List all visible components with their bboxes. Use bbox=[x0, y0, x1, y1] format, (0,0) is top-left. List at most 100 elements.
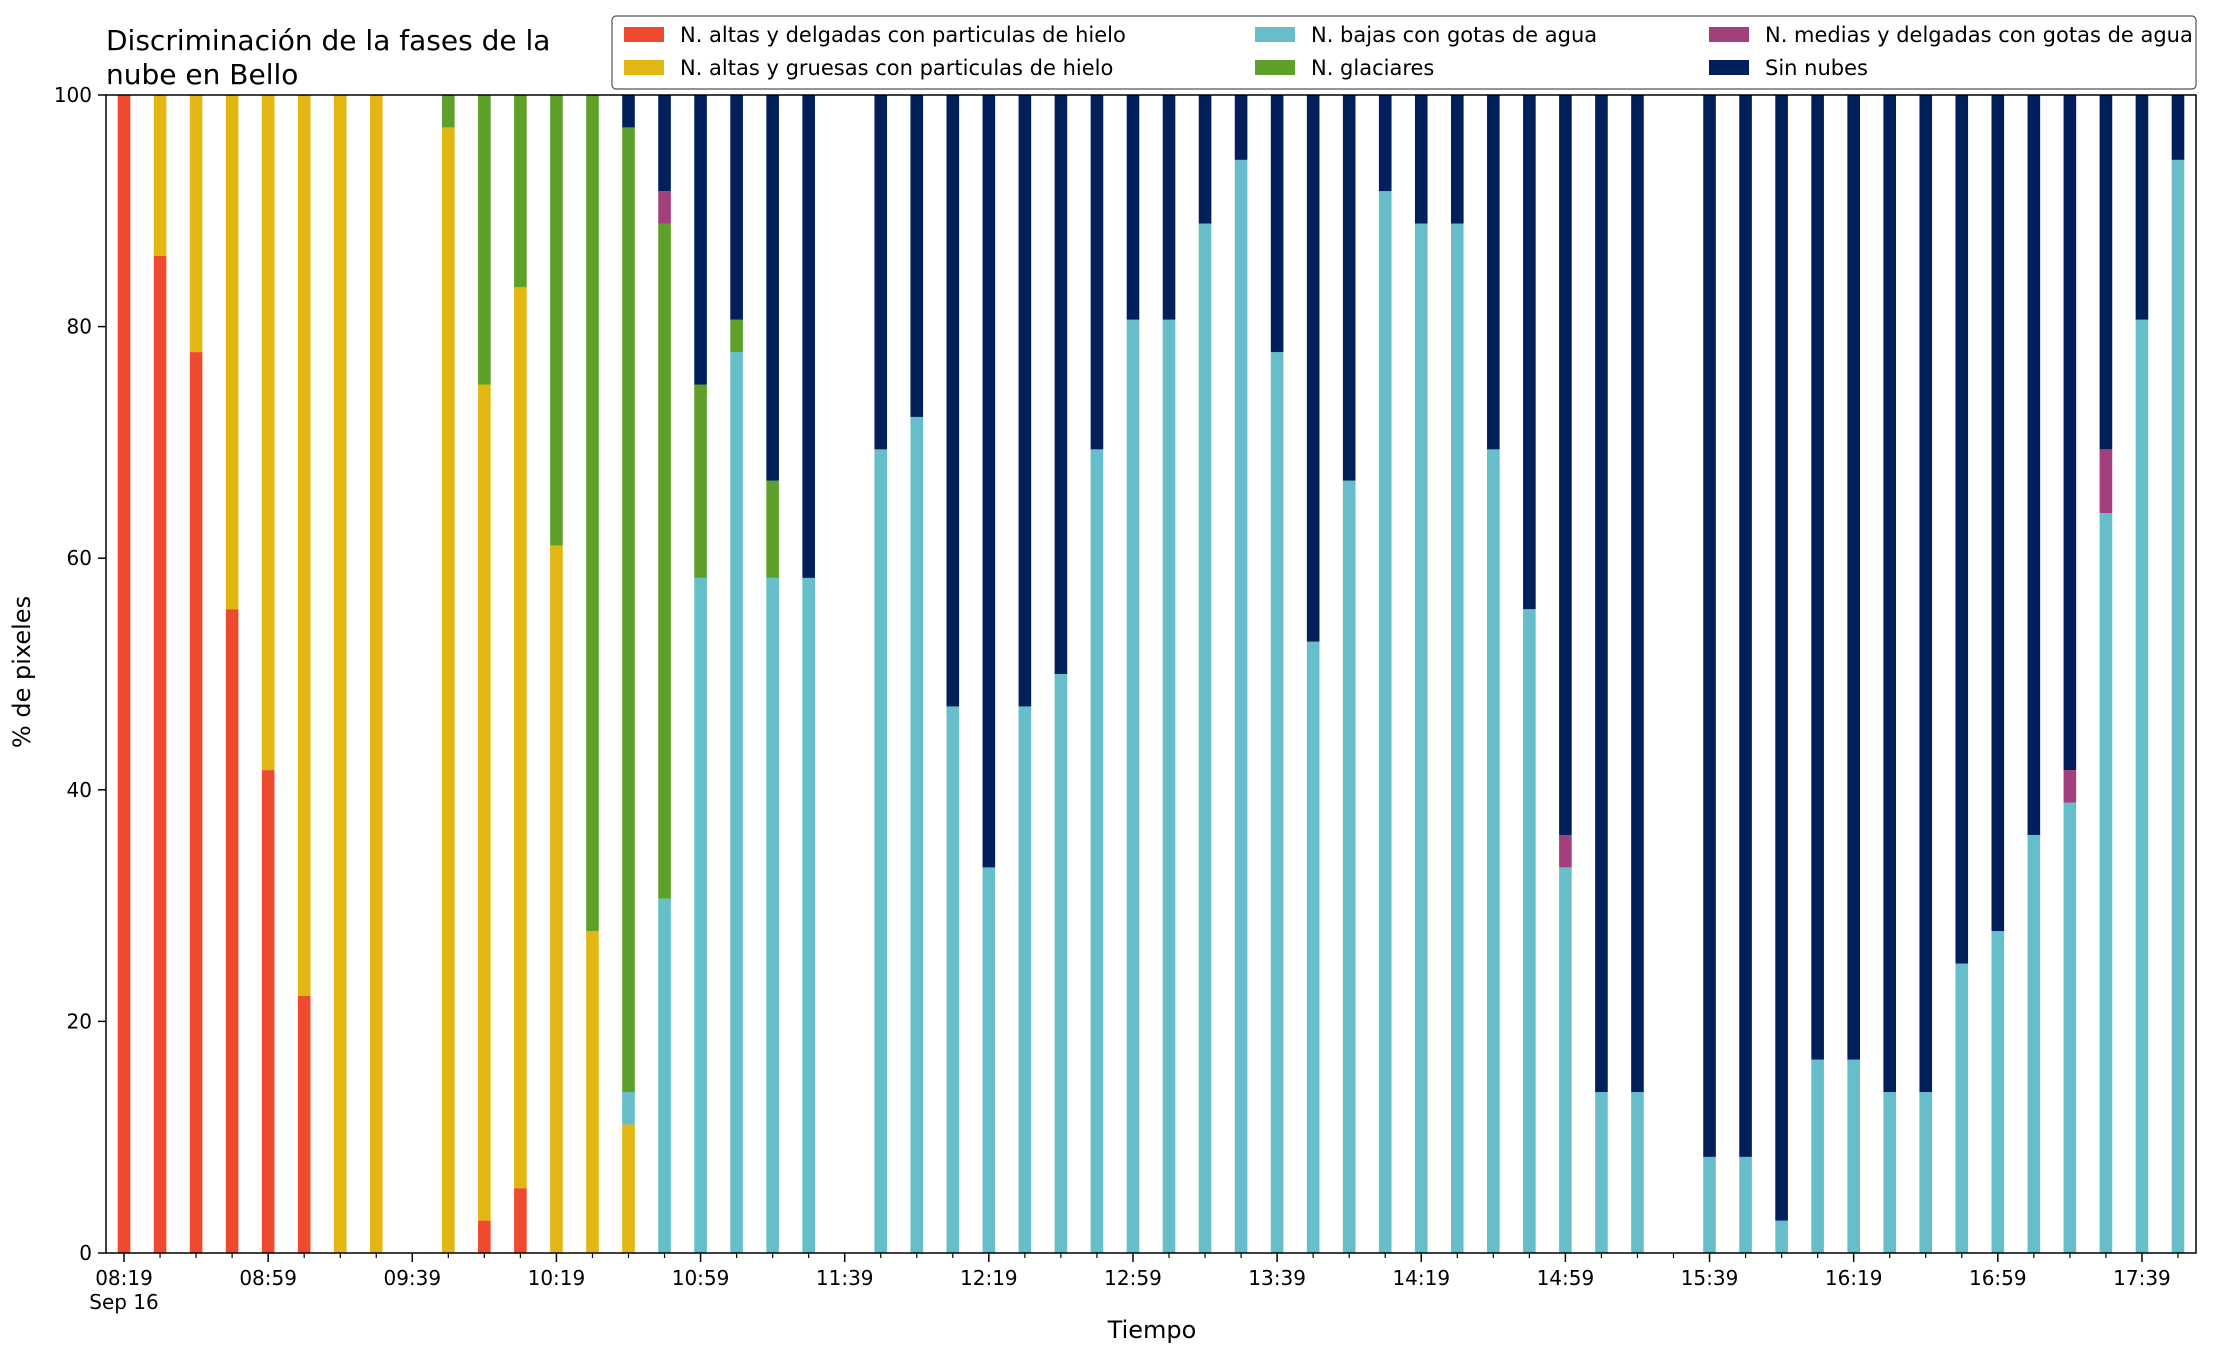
legend-box bbox=[611, 15, 2197, 90]
legend-swatch-glaciated bbox=[1255, 60, 1295, 75]
bar-segment-low_water-1259 bbox=[1126, 319, 1140, 1253]
x-tick-label-1219: 12:19 bbox=[960, 1266, 1018, 1290]
bar-segment-glaciated-0959 bbox=[478, 95, 491, 385]
bar-segment-clear-1039 bbox=[622, 95, 635, 128]
bar-segment-clear-1329 bbox=[1234, 95, 1248, 160]
bar-segment-clear-1709 bbox=[2027, 95, 2041, 835]
bar-segment-clear-1749 bbox=[2171, 95, 2185, 160]
bar-segment-clear-1239 bbox=[1054, 95, 1068, 674]
bar-segment-low_water-1049 bbox=[658, 898, 671, 1253]
bar-segment-clear-1319 bbox=[1198, 95, 1212, 224]
x-tick-label-1019: 10:19 bbox=[528, 1266, 586, 1290]
bar-segment-mid_water-1049 bbox=[658, 191, 671, 224]
bar-segment-clear-1109 bbox=[730, 95, 743, 320]
bars-layer bbox=[117, 95, 2185, 1254]
bar-segment-thick_ice-0959 bbox=[478, 384, 491, 1221]
bar-segment-mid_water-1719 bbox=[2063, 770, 2077, 803]
bar-segment-thin_ice-0829 bbox=[153, 255, 167, 1253]
y-tick-label-60: 60 bbox=[67, 546, 92, 570]
bar-segment-clear-1539 bbox=[1703, 95, 1716, 1157]
x-tick-label-0819: 08:19 bbox=[95, 1266, 153, 1290]
x-tick-label-1259: 12:59 bbox=[1104, 1266, 1162, 1290]
bar-segment-low_water-1309 bbox=[1162, 319, 1176, 1253]
legend-swatch-clear bbox=[1709, 60, 1749, 75]
legend: N. altas y delgadas con particulas de hi… bbox=[611, 15, 2197, 90]
bar-segment-thick_ice-1029 bbox=[586, 931, 599, 1253]
bar-segment-low_water-1129 bbox=[802, 577, 815, 1253]
x-tick-label-1139: 11:39 bbox=[816, 1266, 874, 1290]
bar-segment-low_water-1509 bbox=[1595, 1092, 1608, 1253]
bar-segment-low_water-1319 bbox=[1198, 223, 1212, 1253]
bar-segment-clear-1439 bbox=[1487, 95, 1500, 450]
y-tick-label-0: 0 bbox=[79, 1241, 92, 1265]
legend-label-low_water: N. bajas con gotas de agua bbox=[1311, 23, 1597, 47]
bar-segment-low_water-1439 bbox=[1487, 449, 1500, 1254]
bar-segment-clear-1729 bbox=[2099, 95, 2113, 450]
bar-segment-low_water-1209 bbox=[946, 706, 960, 1253]
bar-segment-clear-1159 bbox=[910, 95, 924, 417]
x-tick-label-1059: 10:59 bbox=[672, 1266, 730, 1290]
bar-segment-clear-1629 bbox=[1883, 95, 1897, 1093]
bar-segment-low_water-1519 bbox=[1631, 1092, 1644, 1253]
bar-segment-low_water-1149 bbox=[874, 449, 888, 1254]
x-tick-label-1659: 16:59 bbox=[1969, 1266, 2027, 1290]
y-tick-label-20: 20 bbox=[67, 1009, 92, 1033]
bar-segment-clear-1219 bbox=[982, 95, 996, 868]
x-tick-label-1459: 14:59 bbox=[1537, 1266, 1595, 1290]
bar-segment-low_water-1749 bbox=[2171, 159, 2185, 1254]
bar-segment-low_water-1159 bbox=[910, 416, 924, 1253]
bar-segment-low_water-1119 bbox=[766, 577, 779, 1253]
bar-segment-low_water-1249 bbox=[1090, 449, 1104, 1254]
bar-segment-glaciated-1039 bbox=[622, 127, 635, 1093]
bar-segment-low_water-1719 bbox=[2063, 802, 2077, 1253]
plot-frame bbox=[105, 94, 2197, 1254]
bar-segment-clear-1359 bbox=[1342, 95, 1356, 481]
bar-segment-low_water-1339 bbox=[1270, 352, 1284, 1254]
bar-segment-clear-1229 bbox=[1018, 95, 1032, 707]
x-tick-label-1619: 16:19 bbox=[1825, 1266, 1883, 1290]
bar-segment-low_water-1349 bbox=[1306, 641, 1320, 1253]
bar-segment-low_water-1419 bbox=[1414, 223, 1428, 1253]
bar-segment-thick_ice-0859 bbox=[261, 95, 275, 771]
bar-segment-clear-1049 bbox=[658, 95, 671, 192]
bar-segment-thick_ice-1019 bbox=[550, 545, 563, 1253]
bar-segment-thin_ice-0959 bbox=[478, 1220, 491, 1253]
bar-segment-low_water-1539 bbox=[1703, 1156, 1716, 1253]
bar-segment-low_water-1039 bbox=[622, 1092, 635, 1125]
bar-segment-low_water-1649 bbox=[1955, 963, 1969, 1253]
x-axis-label: Tiempo bbox=[1107, 1316, 1197, 1344]
bar-segment-low_water-1739 bbox=[2135, 319, 2149, 1253]
bar-segment-low_water-1219 bbox=[982, 867, 996, 1253]
bar-segment-thin_ice-0859 bbox=[261, 770, 275, 1253]
y-axis-label: % de pixeles bbox=[8, 596, 36, 748]
bar-segment-clear-1459 bbox=[1559, 95, 1572, 835]
bar-segment-low_water-1619 bbox=[1847, 1059, 1860, 1253]
legend-swatch-thin_ice bbox=[624, 27, 664, 42]
bar-segment-clear-1519 bbox=[1631, 95, 1644, 1093]
bar-segment-clear-1429 bbox=[1450, 95, 1464, 224]
bar-segment-low_water-1059 bbox=[694, 577, 707, 1253]
bar-segment-clear-1649 bbox=[1955, 95, 1969, 964]
bar-segment-glaciated-1049 bbox=[658, 223, 671, 899]
bar-segment-clear-1509 bbox=[1595, 95, 1608, 1093]
bar-segment-low_water-1329 bbox=[1234, 159, 1248, 1254]
x-tick-label-1539: 15:39 bbox=[1681, 1266, 1739, 1290]
bar-segment-low_water-1709 bbox=[2027, 834, 2041, 1253]
bar-segment-clear-1409 bbox=[1378, 95, 1392, 192]
bar-segment-low_water-1409 bbox=[1378, 191, 1392, 1254]
bar-segment-glaciated-1119 bbox=[766, 480, 779, 578]
y-tick-label-100: 100 bbox=[54, 83, 92, 107]
bar-segment-clear-1659 bbox=[1991, 95, 2005, 932]
bar-segment-low_water-1549 bbox=[1739, 1156, 1752, 1253]
bar-segment-low_water-1639 bbox=[1919, 1092, 1933, 1253]
chart-title-line-2: nube en Bello bbox=[106, 58, 298, 91]
legend-label-glaciated: N. glaciares bbox=[1311, 56, 1434, 80]
x-tick-label-1739: 17:39 bbox=[2113, 1266, 2171, 1290]
bar-segment-clear-1209 bbox=[946, 95, 960, 707]
x-tick-label-1419: 14:19 bbox=[1392, 1266, 1450, 1290]
bar-segment-thin_ice-0849 bbox=[225, 609, 239, 1253]
bar-segment-clear-1609 bbox=[1811, 95, 1824, 1060]
bar-segment-thick_ice-0949 bbox=[442, 127, 455, 1253]
